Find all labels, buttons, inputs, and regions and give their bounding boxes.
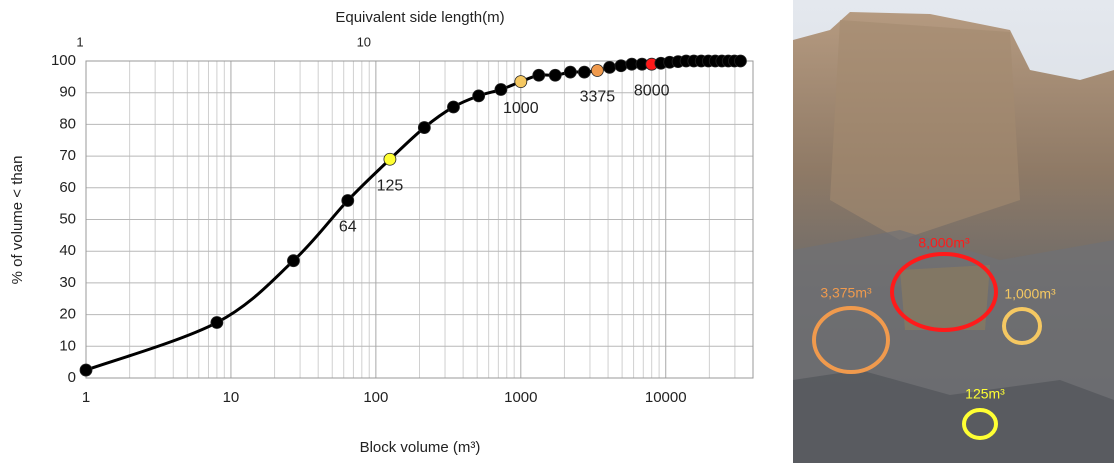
y-tick-label: 50 — [59, 210, 76, 227]
y-tick-label: 30 — [59, 274, 76, 291]
point — [734, 54, 747, 68]
ring-8000 — [890, 252, 998, 332]
point — [603, 60, 616, 74]
y-tick-label: 0 — [68, 369, 76, 386]
photo-label: 1,000m³ — [1004, 286, 1056, 302]
point — [447, 100, 460, 114]
x-tick-label: 100 — [363, 389, 388, 406]
x-tick-label: 10000 — [645, 389, 687, 406]
photo-label: 125m³ — [965, 386, 1005, 402]
y-tick-label: 70 — [59, 147, 76, 164]
point — [341, 194, 355, 207]
annotation: 1000 — [503, 100, 539, 117]
y-tick-label: 90 — [59, 84, 76, 101]
plot-frame — [85, 60, 754, 379]
rubble-front — [793, 370, 1114, 463]
point — [563, 65, 577, 79]
point — [590, 64, 604, 77]
ring-125 — [962, 408, 998, 440]
point — [287, 254, 300, 268]
ring-1000 — [1002, 307, 1042, 345]
point — [532, 68, 546, 82]
x-axis-title: Block volume (m³) — [360, 439, 481, 456]
photo-label: 8,000m³ — [918, 235, 970, 251]
y-tick-label: 60 — [59, 179, 76, 196]
y-tick-label: 20 — [59, 306, 76, 323]
annotation: 3375 — [580, 89, 616, 106]
photo-label: 3,375m³ — [820, 285, 872, 301]
y-tick-label: 80 — [59, 115, 76, 132]
y-tick-label: 40 — [59, 242, 76, 259]
x-tick-label: 1000 — [504, 389, 537, 406]
ring-3375 — [812, 306, 890, 374]
point — [577, 65, 591, 79]
x-tick-label: 1 — [82, 389, 90, 406]
top-tick-label: 1 — [76, 34, 83, 49]
rock-wall — [830, 20, 1020, 240]
curve — [85, 59, 741, 372]
top-tick-label: 10 — [357, 34, 371, 49]
x-tick-label: 10 — [223, 389, 240, 406]
annotation: 8000 — [634, 82, 670, 99]
point — [79, 363, 93, 377]
y-axis-title: % of volume < than — [9, 156, 26, 285]
y-tick-label: 100 — [51, 52, 76, 69]
point — [494, 83, 508, 96]
point — [514, 75, 528, 89]
point — [614, 59, 628, 73]
point — [472, 89, 486, 103]
photo: 8,000m³ 3,375m³ 1,000m³ 125m³ — [793, 0, 1114, 463]
top-axis-title: Equivalent side length(m) — [335, 9, 504, 26]
point — [417, 121, 431, 134]
point — [210, 316, 224, 329]
annotation: 125 — [377, 177, 404, 194]
y-tick-label: 10 — [59, 337, 76, 354]
point — [548, 68, 562, 82]
block — [900, 265, 990, 330]
point — [383, 152, 397, 166]
annotation: 64 — [339, 219, 357, 236]
